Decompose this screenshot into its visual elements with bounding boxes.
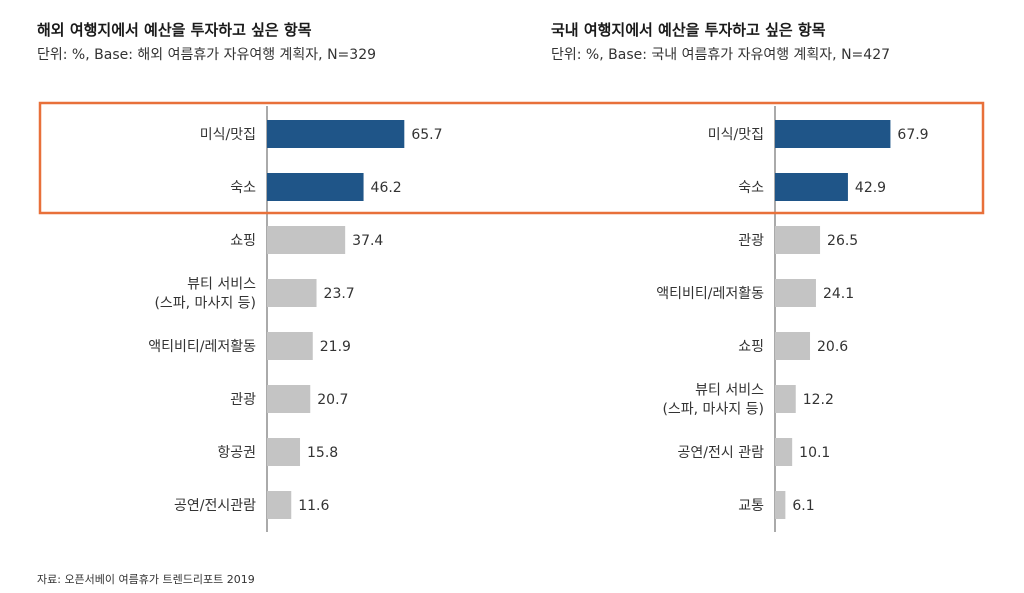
left-category-label-3-line-0: 뷰티 서비스	[187, 277, 256, 293]
left-bar-2	[267, 226, 346, 254]
right-category-label-7: 교통	[738, 498, 764, 514]
right-chart-subtitle: 단위: %, Base: 국내 여름휴가 자유여행 계획자, N=427	[551, 47, 891, 63]
right-category-label-4: 쇼핑	[738, 339, 764, 355]
left-value-label-3: 23.7	[324, 286, 355, 302]
left-bar-4	[267, 332, 313, 360]
right-category-label-5-line-1: (스파, 마사지 등)	[662, 402, 764, 418]
right-category-label-3: 액티비티/레저활동	[656, 286, 764, 302]
right-value-label-3: 24.1	[823, 286, 854, 302]
left-value-label-7: 11.6	[298, 498, 329, 514]
left-category-label-3: 뷰티 서비스 (스파, 마사지 등)	[154, 277, 256, 312]
right-bar-6	[775, 438, 793, 466]
right-category-label-0: 미식/맛집	[708, 127, 764, 143]
right-bar-5	[775, 385, 796, 413]
right-category-label-5-line-0: 뷰티 서비스	[695, 383, 764, 399]
right-value-label-1: 42.9	[855, 180, 886, 196]
left-category-label-7: 공연/전시관람	[174, 498, 256, 514]
left-value-label-2: 37.4	[352, 233, 383, 249]
left-chart-title: 해외 여행지에서 예산을 투자하고 싶은 항목	[37, 21, 312, 39]
right-bar-7	[775, 491, 786, 519]
right-value-label-2: 26.5	[827, 233, 858, 249]
right-value-label-0: 67.9	[897, 127, 928, 143]
left-category-label-5: 관광	[230, 392, 256, 408]
right-chart-title: 국내 여행지에서 예산을 투자하고 싶은 항목	[551, 21, 826, 39]
right-bar-1	[775, 173, 848, 201]
left-value-label-0: 65.7	[411, 127, 442, 143]
right-value-label-4: 20.6	[817, 339, 848, 355]
left-chart-subtitle: 단위: %, Base: 해외 여름휴가 자유여행 계획자, N=329	[37, 47, 377, 63]
right-bar-3	[775, 279, 816, 307]
left-bar-0	[267, 120, 405, 148]
right-value-label-6: 10.1	[799, 445, 830, 461]
right-bar-4	[775, 332, 811, 360]
right-category-label-2: 관광	[738, 233, 764, 249]
source-note: 자료: 오픈서베이 여름휴가 트렌드리포트 2019	[37, 573, 255, 586]
left-bar-5	[267, 385, 311, 413]
right-value-label-5: 12.2	[803, 392, 834, 408]
left-bar-6	[267, 438, 301, 466]
right-bar-2	[775, 226, 821, 254]
left-category-label-1: 숙소	[230, 180, 256, 196]
left-category-label-0: 미식/맛집	[200, 127, 256, 143]
left-value-label-1: 46.2	[371, 180, 402, 196]
left-value-label-4: 21.9	[320, 339, 351, 355]
right-category-label-1: 숙소	[738, 180, 764, 196]
left-category-label-6: 항공권	[217, 445, 256, 461]
left-value-label-6: 15.8	[307, 445, 338, 461]
right-category-label-6: 공연/전시 관람	[678, 445, 765, 461]
right-bar-0	[775, 120, 891, 148]
left-category-label-4: 액티비티/레저활동	[148, 339, 256, 355]
left-category-label-2: 쇼핑	[230, 233, 256, 249]
right-category-label-5: 뷰티 서비스 (스파, 마사지 등)	[662, 383, 764, 418]
left-bar-3	[267, 279, 317, 307]
highlight-box	[38, 101, 985, 215]
left-bar-1	[267, 173, 364, 201]
left-bar-7	[267, 491, 292, 519]
right-value-label-7: 6.1	[792, 498, 814, 514]
left-value-label-5: 20.7	[317, 392, 348, 408]
left-category-label-3-line-1: (스파, 마사지 등)	[154, 296, 256, 312]
